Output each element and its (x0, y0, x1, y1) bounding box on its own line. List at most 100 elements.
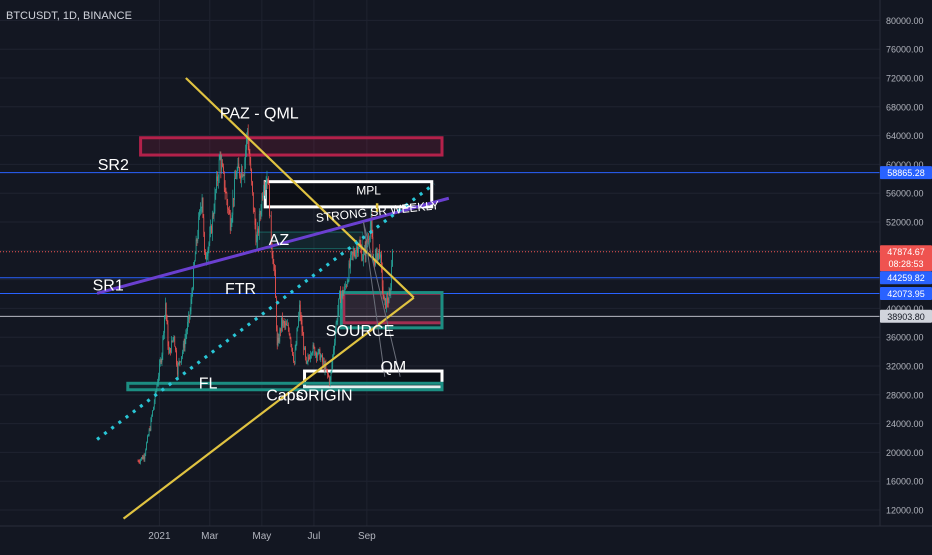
candle-body (218, 159, 220, 179)
candle-body (232, 198, 234, 216)
candle-body (149, 429, 151, 431)
candle-body (347, 280, 349, 282)
candle-body (277, 337, 279, 346)
candle-body (326, 368, 328, 371)
candle-body (308, 357, 310, 359)
candle-body (321, 355, 322, 357)
candle-body (155, 391, 157, 393)
candle-body (363, 254, 364, 260)
candle-body (320, 356, 322, 360)
candle-body (237, 163, 239, 171)
candle-body (225, 192, 227, 194)
candle-body (315, 352, 316, 355)
candle-body (246, 135, 247, 150)
candle-body (177, 364, 179, 375)
x-tick-label: Sep (358, 531, 376, 542)
candle-body (340, 295, 342, 303)
candle-body (193, 266, 194, 290)
y-tick-label: 24000.00 (886, 419, 924, 429)
candle-body (374, 260, 375, 266)
candle-body (292, 347, 293, 356)
candle-body (314, 347, 316, 355)
candle-body (342, 290, 344, 296)
candle-body (140, 459, 141, 463)
x-tick-label: Mar (201, 531, 219, 542)
candle-body (141, 457, 143, 460)
candle-body (348, 263, 350, 281)
y-tick-label: 16000.00 (886, 477, 924, 487)
candle-body (372, 237, 374, 262)
price-tag-countdown: 08:28:53 (888, 259, 923, 269)
candle-body (337, 310, 339, 322)
candle-body (287, 325, 288, 326)
candle-body (200, 209, 201, 211)
candle-body (224, 188, 226, 193)
candle-body (159, 363, 160, 377)
candle-body (272, 254, 274, 265)
price-tag-bg (880, 309, 932, 323)
candle-body (271, 244, 273, 255)
candle-body (139, 461, 141, 463)
candle-body (349, 263, 351, 267)
candle-body (328, 376, 330, 384)
label-ftr: FTR (225, 281, 256, 298)
candle-body (273, 264, 275, 267)
candle-body (175, 346, 176, 351)
candle-body (291, 344, 293, 348)
candle-body (168, 345, 170, 354)
candle-body (220, 155, 222, 170)
time-axis[interactable]: 2021 Mar May Jul Sep (148, 531, 376, 542)
candle-body (214, 193, 216, 212)
label-origin: ORIGIN (296, 388, 353, 405)
candle-body (328, 374, 329, 377)
candle-body (377, 253, 379, 262)
candle-body (243, 175, 245, 177)
price-axis[interactable]: 12000.00 16000.00 20000.00 24000.00 28000.00… (886, 16, 924, 516)
candle-body (266, 178, 268, 183)
y-tick-label: 12000.00 (886, 506, 924, 516)
candle-body (233, 198, 235, 200)
candle-body (264, 184, 266, 191)
candle-body (223, 171, 225, 189)
candle-body (369, 237, 370, 240)
label-qm: QM (380, 359, 406, 376)
candle-body (305, 347, 306, 358)
candle-body (137, 461, 139, 462)
candle-body (346, 281, 348, 286)
candle-body (311, 353, 312, 356)
candle-body (362, 259, 363, 261)
x-tick-label: 2021 (148, 531, 171, 542)
candle-body (142, 456, 144, 460)
candle-body (318, 349, 320, 351)
candle-body (144, 454, 146, 459)
candle-body (242, 175, 244, 177)
candle-body (339, 291, 340, 299)
candle-body (276, 328, 278, 346)
candle-body (162, 336, 164, 355)
candle-body (311, 352, 313, 354)
candle-body (170, 348, 171, 353)
candle-body (258, 213, 260, 233)
candle-body (228, 209, 229, 211)
candle-body (152, 410, 153, 417)
candle-body (251, 169, 252, 182)
candle-body (205, 252, 206, 260)
candle-body (368, 239, 369, 240)
candle-body (230, 223, 232, 231)
candle-body (245, 149, 246, 161)
candle-body (373, 260, 375, 262)
candle-body (186, 330, 188, 335)
y-tick-label: 20000.00 (886, 448, 924, 458)
candle-body (333, 349, 334, 356)
candle-body (354, 254, 356, 257)
price-tags: 58865.28 47874.67 08:28:53 44259.82 42073.95… (880, 166, 932, 323)
trendlines (96, 77, 450, 520)
candle-body (263, 189, 264, 198)
candle-body (297, 326, 299, 331)
candle-body (159, 360, 161, 364)
candle-body (141, 457, 142, 460)
candle-body (276, 297, 277, 329)
candle-body (260, 211, 262, 215)
